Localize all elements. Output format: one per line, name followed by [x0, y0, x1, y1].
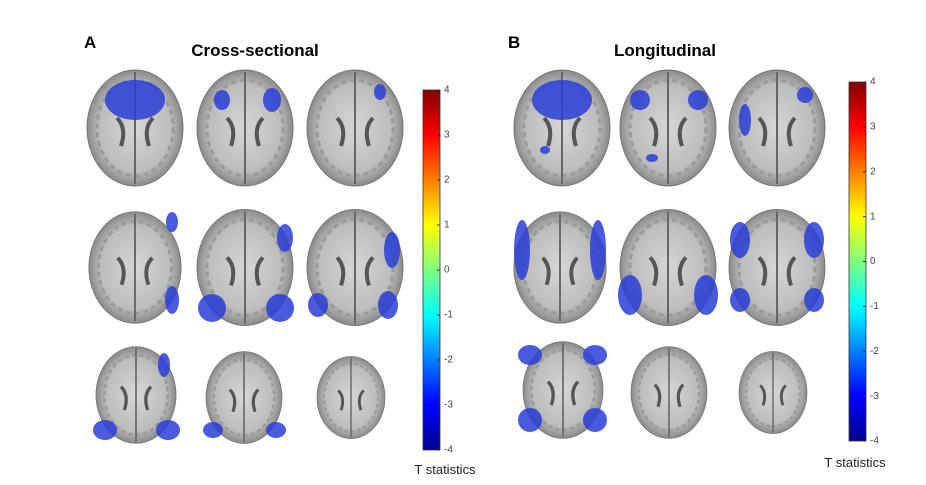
tick-label: 1 — [870, 211, 876, 222]
colorbar-label: T statistics — [824, 455, 886, 470]
panel-label: B — [508, 33, 520, 52]
tick-label: 2 — [444, 175, 450, 186]
colorbars: 4 3 2 1 0 -1 -2 -3 -4 T statistics 4 3 2 1 0 -1 -2 -3 -4 T … — [414, 77, 886, 477]
tick-label: 2 — [870, 166, 876, 177]
panel-title: Cross-sectional — [191, 41, 319, 60]
brain-slices-a — [85, 68, 405, 445]
tick-label: -2 — [870, 346, 879, 357]
tick-label: -1 — [444, 310, 453, 321]
tick-label: 4 — [870, 77, 876, 88]
brain-slices-b — [512, 68, 827, 440]
tick-label: -1 — [870, 301, 879, 312]
tick-label: 3 — [444, 130, 450, 141]
tick-label: 3 — [870, 122, 876, 133]
colorbar-label: T statistics — [414, 462, 476, 477]
tick-label: 0 — [870, 256, 876, 267]
panel-label: A — [84, 33, 96, 52]
tick-label: -4 — [444, 445, 453, 456]
panel-title: Longitudinal — [614, 41, 716, 60]
tick-label: 1 — [444, 220, 450, 231]
tick-label: 4 — [444, 85, 450, 96]
tick-label: -2 — [444, 355, 453, 366]
tick-label: -4 — [870, 436, 879, 447]
tick-label: 0 — [444, 265, 450, 276]
tick-label: -3 — [870, 391, 879, 402]
tick-label: -3 — [444, 400, 453, 411]
